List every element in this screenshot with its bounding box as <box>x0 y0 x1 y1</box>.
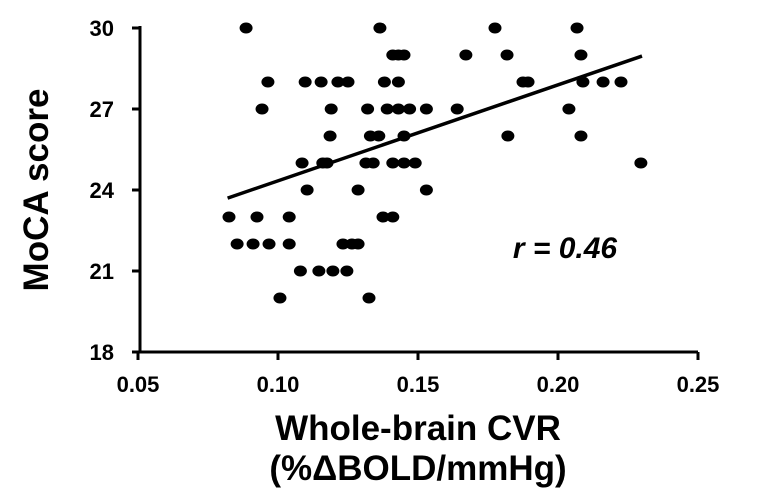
data-point <box>298 76 312 88</box>
data-point <box>351 184 365 196</box>
data-point <box>391 76 405 88</box>
x-axis-title-line1: Whole-brain CVR <box>275 409 561 448</box>
data-point <box>450 103 464 115</box>
data-point <box>373 22 387 34</box>
data-point <box>377 76 391 88</box>
data-point <box>408 157 422 169</box>
data-point <box>282 211 296 223</box>
data-point <box>222 211 236 223</box>
data-point <box>488 22 502 34</box>
data-point <box>386 157 400 169</box>
data-point <box>250 211 264 223</box>
data-point <box>273 292 287 304</box>
regression-line <box>227 54 643 200</box>
data-point <box>596 76 610 88</box>
data-point <box>521 76 535 88</box>
y-axis-title: MoCA score <box>17 89 56 292</box>
data-point <box>500 49 514 61</box>
data-point <box>336 238 350 250</box>
data-point <box>324 103 338 115</box>
data-point <box>282 238 296 250</box>
y-tick-label: 21 <box>90 259 114 284</box>
data-point <box>239 22 253 34</box>
x-tick-label: 0.15 <box>397 372 440 397</box>
data-point <box>501 130 515 142</box>
y-tick-label: 18 <box>90 340 114 365</box>
data-point <box>574 49 588 61</box>
data-point <box>570 22 584 34</box>
data-point <box>314 76 328 88</box>
data-point <box>323 130 337 142</box>
data-point <box>261 76 275 88</box>
data-point <box>331 76 345 88</box>
y-tick-label: 27 <box>90 97 114 122</box>
data-point <box>340 265 354 277</box>
data-point <box>293 265 307 277</box>
x-tick-label: 0.25 <box>677 372 720 397</box>
data-point <box>326 265 340 277</box>
data-point <box>419 103 433 115</box>
data-point <box>300 184 314 196</box>
data-point <box>246 238 260 250</box>
data-point <box>386 211 400 223</box>
data-point <box>361 103 375 115</box>
x-tick-label: 0.05 <box>117 372 160 397</box>
y-tick-label: 30 <box>90 16 114 41</box>
data-point <box>403 103 417 115</box>
data-point <box>351 238 365 250</box>
data-point <box>459 49 473 61</box>
x-tick-label: 0.20 <box>537 372 580 397</box>
r-annotation: r = 0.46 <box>513 232 618 265</box>
data-point <box>380 103 394 115</box>
y-tick-label: 24 <box>90 178 115 203</box>
data-point <box>391 103 405 115</box>
data-point <box>366 157 380 169</box>
data-point <box>397 157 411 169</box>
data-point <box>372 130 386 142</box>
data-point <box>574 130 588 142</box>
x-axis-title-line2: (%ΔBOLD/mmHg) <box>269 449 566 488</box>
data-point <box>614 76 628 88</box>
data-point <box>634 157 648 169</box>
data-point <box>362 292 376 304</box>
data-point <box>376 211 390 223</box>
data-point <box>562 103 576 115</box>
data-point <box>230 238 244 250</box>
data-point <box>312 265 326 277</box>
data-point <box>255 103 269 115</box>
data-point <box>397 49 411 61</box>
data-point <box>262 238 276 250</box>
x-tick-label: 0.10 <box>257 372 300 397</box>
data-point <box>341 76 355 88</box>
data-point <box>295 157 309 169</box>
data-point <box>419 184 433 196</box>
